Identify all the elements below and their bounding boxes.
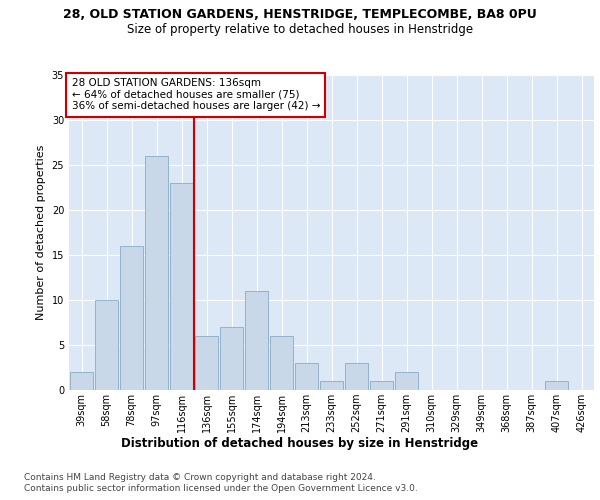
Bar [245,291,268,390]
Bar [220,327,243,390]
Text: 28, OLD STATION GARDENS, HENSTRIDGE, TEMPLECOMBE, BA8 0PU: 28, OLD STATION GARDENS, HENSTRIDGE, TEM… [63,8,537,20]
Text: Size of property relative to detached houses in Henstridge: Size of property relative to detached ho… [127,22,473,36]
Bar [545,381,568,390]
Bar [370,381,393,390]
Bar [95,300,118,390]
Bar [345,363,368,390]
Bar [120,246,143,390]
Text: Distribution of detached houses by size in Henstridge: Distribution of detached houses by size … [121,438,479,450]
Bar [145,156,168,390]
Bar [270,336,293,390]
Bar [320,381,343,390]
Text: Contains public sector information licensed under the Open Government Licence v3: Contains public sector information licen… [24,484,418,493]
Bar [395,372,418,390]
Bar [195,336,218,390]
Bar [170,183,193,390]
Bar [70,372,93,390]
Bar [295,363,318,390]
Text: Contains HM Land Registry data © Crown copyright and database right 2024.: Contains HM Land Registry data © Crown c… [24,472,376,482]
Text: 28 OLD STATION GARDENS: 136sqm
← 64% of detached houses are smaller (75)
36% of : 28 OLD STATION GARDENS: 136sqm ← 64% of … [71,78,320,112]
Y-axis label: Number of detached properties: Number of detached properties [36,145,46,320]
